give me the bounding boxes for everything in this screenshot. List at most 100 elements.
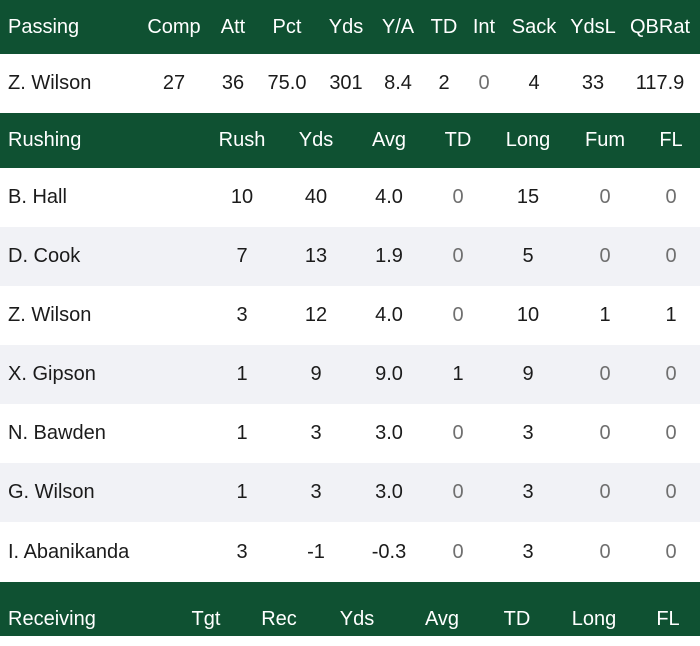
passing-col-pct: Pct xyxy=(272,15,302,38)
stat-cell: 0 xyxy=(599,186,611,208)
stat-cell: 0 xyxy=(452,422,464,444)
stat-cell: 75.0 xyxy=(267,72,307,94)
stat-cell: 0 xyxy=(599,422,611,444)
rushing-col-fum: Fum xyxy=(585,129,625,151)
table-row: Z. Wilson 27 36 75.0 301 8.4 2 0 4 33 11… xyxy=(0,54,700,113)
stat-cell: 301 xyxy=(329,72,363,94)
stat-cell: 0 xyxy=(452,540,464,563)
receiving-col-long: Long xyxy=(571,607,617,630)
stat-cell: 0 xyxy=(452,186,464,208)
rushing-header-row: Rushing Rush Yds Avg TD Long Fum FL xyxy=(0,113,700,168)
passing-section-title: Passing xyxy=(8,15,80,38)
receiving-col-tgt: Tgt xyxy=(191,607,221,630)
table-row: Z. Wilson 3 12 4.0 0 10 1 1 xyxy=(0,286,700,345)
stat-cell: 8.4 xyxy=(384,72,412,94)
stat-cell: 1 xyxy=(236,422,248,444)
stat-cell: 9 xyxy=(522,363,534,385)
stat-cell: 117.9 xyxy=(635,72,685,94)
stat-cell: 0 xyxy=(665,481,677,503)
stat-cell: 0 xyxy=(665,245,677,267)
stat-cell: 40 xyxy=(304,186,328,208)
player-name: Z. Wilson xyxy=(8,72,92,94)
receiving-col-td: TD xyxy=(503,607,531,630)
receiving-col-yds: Yds xyxy=(339,607,375,630)
stat-cell: 9 xyxy=(310,363,322,385)
stat-cell: 0 xyxy=(665,363,677,385)
receiving-col-avg: Avg xyxy=(424,607,460,630)
rushing-section-title: Rushing xyxy=(8,129,82,151)
rushing-col-long: Long xyxy=(505,129,551,151)
receiving-section-title: Receiving xyxy=(8,607,96,630)
player-name: X. Gipson xyxy=(8,363,96,385)
stat-cell: -0.3 xyxy=(371,540,407,563)
table-row: I. Abanikanda 3 -1 -0.3 0 3 0 0 xyxy=(0,522,700,582)
passing-col-ydsl: YdsL xyxy=(570,15,616,38)
stat-cell: 9.0 xyxy=(375,363,403,385)
stat-cell: 0 xyxy=(665,540,677,563)
stat-cell: 1 xyxy=(236,481,248,503)
passing-col-sack: Sack xyxy=(511,15,557,38)
passing-header-row: Passing Comp Att Pct Yds Y/A TD Int Sack… xyxy=(0,0,700,54)
stat-cell: 0 xyxy=(599,540,611,563)
stat-cell: 4.0 xyxy=(375,186,403,208)
stat-cell: 1 xyxy=(236,363,248,385)
passing-col-comp: Comp xyxy=(147,15,201,38)
passing-col-td: TD xyxy=(430,15,458,38)
stat-cell: 13 xyxy=(304,245,328,267)
passing-col-int: Int xyxy=(472,15,496,38)
stat-cell: 0 xyxy=(452,245,464,267)
player-name: D. Cook xyxy=(8,245,81,267)
stat-cell: 0 xyxy=(452,481,464,503)
stat-cell: 3 xyxy=(310,422,322,444)
stat-cell: 3 xyxy=(522,481,534,503)
passing-col-ya: Y/A xyxy=(381,15,415,38)
table-row: B. Hall 10 40 4.0 0 15 0 0 xyxy=(0,168,700,227)
stat-cell: 3 xyxy=(310,481,322,503)
rushing-col-avg: Avg xyxy=(371,129,407,151)
receiving-col-fl: FL xyxy=(656,607,680,630)
stat-cell: 3 xyxy=(236,540,248,563)
passing-col-yds: Yds xyxy=(328,15,364,38)
stat-cell: 1 xyxy=(599,304,611,326)
rushing-col-fl: FL xyxy=(659,129,683,151)
rushing-col-td: TD xyxy=(444,129,472,151)
receiving-header-row: Receiving Tgt Rec Yds Avg TD Long FL xyxy=(0,582,700,636)
table-row: N. Bawden 1 3 3.0 0 3 0 0 xyxy=(0,404,700,463)
rushing-col-rush: Rush xyxy=(218,129,266,151)
stat-cell: 0 xyxy=(599,363,611,385)
receiving-col-rec: Rec xyxy=(261,607,297,630)
stat-cell: 0 xyxy=(665,186,677,208)
table-row: X. Gipson 1 9 9.0 1 9 0 0 xyxy=(0,345,700,404)
stat-cell: 0 xyxy=(452,304,464,326)
stat-cell: 27 xyxy=(162,72,186,94)
stat-cell: 1 xyxy=(665,304,677,326)
stat-cell: 3.0 xyxy=(375,481,403,503)
stat-cell: 0 xyxy=(478,72,490,94)
stat-cell: 33 xyxy=(581,72,605,94)
stat-cell: 5 xyxy=(522,245,534,267)
stat-cell: 15 xyxy=(516,186,540,208)
stat-cell: 3.0 xyxy=(375,422,403,444)
stat-cell: 1 xyxy=(452,363,464,385)
stat-cell: 4 xyxy=(528,72,540,94)
player-name: B. Hall xyxy=(8,186,67,208)
stat-cell: 2 xyxy=(438,72,450,94)
stat-cell: 0 xyxy=(665,422,677,444)
stat-cell: 7 xyxy=(236,245,248,267)
player-name: I. Abanikanda xyxy=(8,540,130,563)
player-name: N. Bawden xyxy=(8,422,106,444)
player-name: Z. Wilson xyxy=(8,304,92,326)
stat-cell: 4.0 xyxy=(375,304,403,326)
stat-cell: 3 xyxy=(522,422,534,444)
stat-cell: 3 xyxy=(522,540,534,563)
table-row: G. Wilson 1 3 3.0 0 3 0 0 xyxy=(0,463,700,522)
stat-cell: 12 xyxy=(304,304,328,326)
table-row: D. Cook 7 13 1.9 0 5 0 0 xyxy=(0,227,700,286)
stat-cell: 0 xyxy=(599,481,611,503)
stat-cell: 10 xyxy=(516,304,540,326)
stat-cell: 0 xyxy=(599,245,611,267)
stat-cell: 10 xyxy=(230,186,254,208)
stat-cell: 1.9 xyxy=(375,245,403,267)
passing-col-att: Att xyxy=(220,15,246,38)
stat-cell: -1 xyxy=(307,540,325,563)
